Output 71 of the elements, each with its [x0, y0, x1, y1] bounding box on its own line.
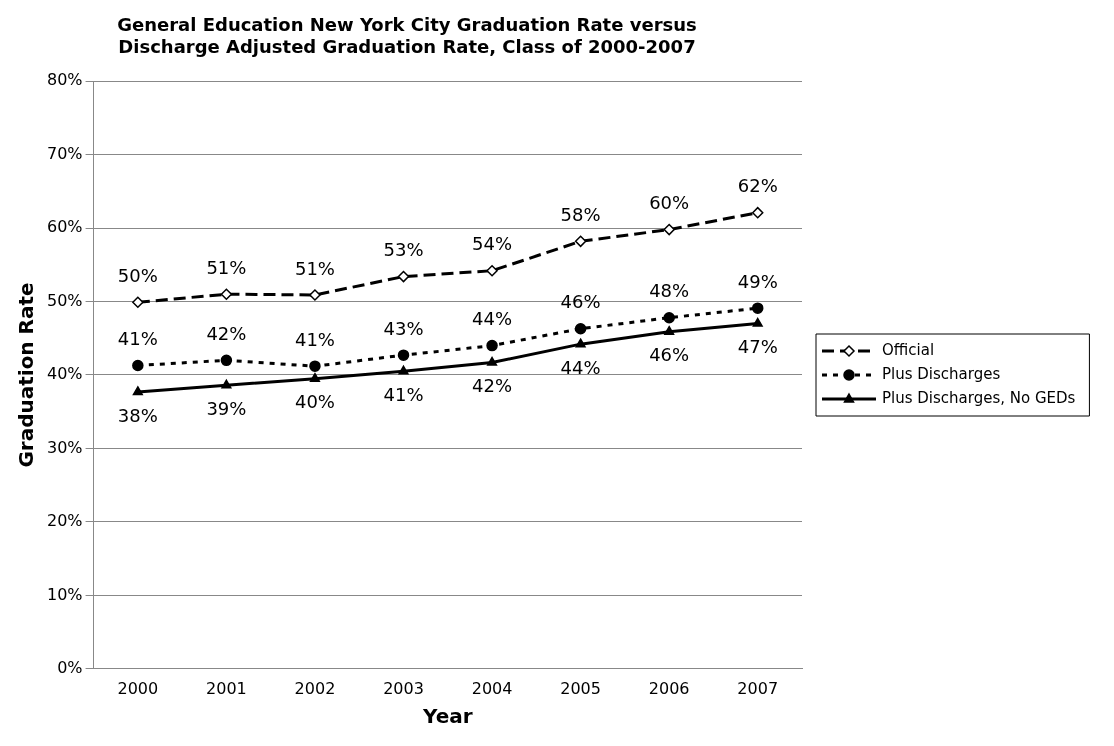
data-label: 43% [383, 317, 424, 339]
data-label: 42% [472, 375, 513, 397]
data-label: 41% [117, 328, 158, 350]
y-axis-title: Graduation Rate [14, 282, 39, 468]
y-tick-label: 40% [47, 364, 83, 384]
data-label: 47% [737, 336, 778, 358]
point [486, 264, 498, 277]
y-tick-label: 30% [47, 437, 83, 457]
data-label: 40% [294, 391, 335, 413]
point [663, 311, 675, 324]
x-axis-title: Year [421, 704, 473, 729]
data-label: 46% [649, 344, 690, 366]
x-tick-label: 2002 [294, 678, 336, 698]
x-tick-label: 2005 [560, 678, 601, 698]
point [752, 317, 763, 327]
point [486, 339, 498, 352]
point [220, 288, 233, 300]
data-label: 41% [294, 328, 335, 350]
data-label: 54% [472, 233, 513, 255]
x-tick-label: 2004 [471, 678, 513, 698]
legend-label: Plus Discharges [882, 364, 1001, 383]
data-label: 38% [117, 404, 158, 426]
data-label: 44% [560, 356, 601, 378]
x-tick-label: 2007 [737, 678, 779, 698]
data-label: 53% [383, 239, 424, 261]
y-tick-label: 70% [47, 143, 83, 163]
y-tick-label: 50% [47, 290, 83, 310]
point [575, 338, 586, 348]
point [221, 379, 232, 389]
data-label: 44% [472, 308, 513, 330]
data-label: 46% [560, 291, 601, 313]
point [309, 372, 321, 382]
point [663, 223, 675, 236]
legend-label: Plus Discharges, No GEDs [882, 388, 1076, 407]
point [751, 302, 764, 314]
legend-label: Official [882, 340, 935, 359]
point [220, 354, 233, 367]
point [132, 386, 143, 396]
point [397, 349, 410, 361]
data-label: 58% [560, 203, 601, 225]
x-tick-label: 2001 [206, 678, 247, 698]
point [398, 365, 409, 375]
point [664, 325, 675, 335]
x-tick-label: 2000 [117, 678, 159, 698]
data-label: 51% [294, 257, 335, 279]
data-label: 62% [737, 175, 778, 197]
data-label: 41% [383, 384, 424, 405]
data-label: 60% [649, 192, 690, 214]
y-tick-label: 10% [47, 584, 83, 604]
point [751, 206, 764, 219]
point [397, 270, 410, 283]
y-tick-label: 60% [47, 217, 83, 237]
data-label: 42% [206, 322, 247, 344]
y-tick-label: 0% [57, 657, 83, 677]
y-tick-label: 80% [47, 70, 83, 90]
point [132, 296, 144, 309]
data-label: 48% [649, 280, 690, 302]
point [309, 289, 321, 301]
point [574, 235, 587, 248]
x-tick-label: 2006 [648, 678, 690, 698]
y-tick-label: 20% [47, 511, 83, 531]
x-tick-label: 2003 [383, 678, 424, 698]
point [486, 356, 498, 366]
data-label: 39% [206, 397, 247, 419]
data-label: 50% [117, 264, 158, 286]
point [132, 359, 144, 372]
data-label: 51% [206, 256, 247, 278]
point [309, 360, 321, 372]
chart-title: General Education New York City Graduation Rate versus Discharge Adjusted Graduation Rate, Class of 2000-2007 [117, 14, 697, 58]
point [574, 322, 587, 335]
data-label: 49% [737, 270, 778, 292]
